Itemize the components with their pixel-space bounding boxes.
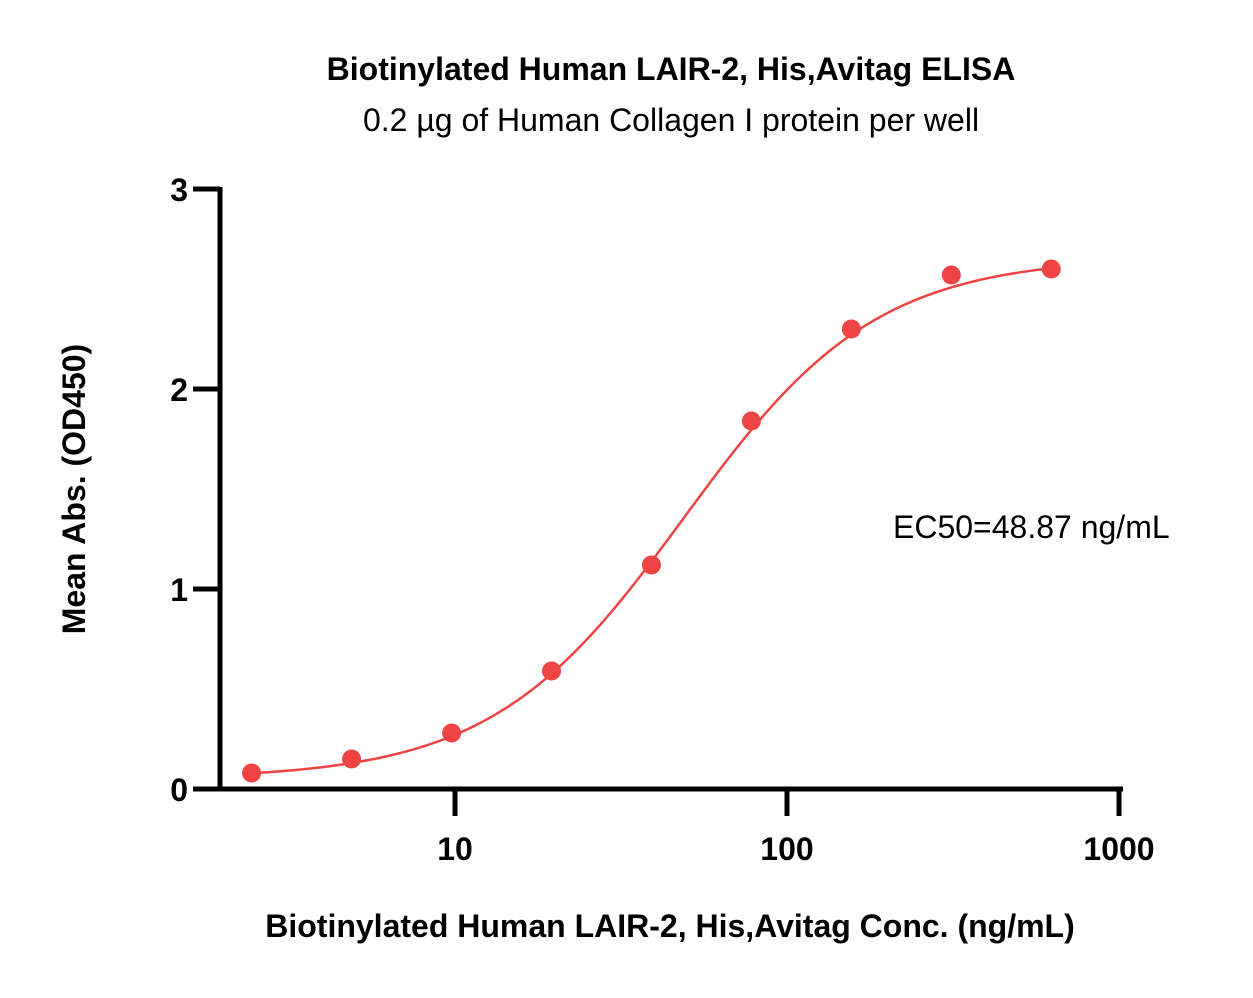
x-tick-label: 1000: [1083, 831, 1154, 867]
data-point: [442, 723, 462, 743]
data-point: [741, 411, 761, 431]
data-point: [242, 763, 262, 783]
y-axis-label: Mean Abs. (OD450): [56, 344, 92, 634]
data-point: [542, 661, 562, 681]
data-point: [641, 555, 661, 575]
x-axis-label: Biotinylated Human LAIR-2, His,Avitag Co…: [265, 908, 1075, 944]
data-point: [841, 319, 861, 339]
y-tick-label: 1: [170, 572, 188, 608]
data-point: [941, 265, 961, 285]
ec50-annotation: EC50=48.87 ng/mL: [893, 509, 1170, 545]
x-tick-label: 10: [437, 831, 473, 867]
data-point: [342, 749, 362, 769]
x-axis: 10 100 1000: [195, 786, 1155, 867]
y-tick-label: 2: [170, 372, 188, 408]
x-tick-label: 100: [760, 831, 813, 867]
y-tick-label: 3: [170, 172, 188, 208]
chart-title: Biotinylated Human LAIR-2, His,Avitag EL…: [327, 51, 1016, 87]
data-point: [1041, 259, 1061, 279]
y-axis: 0 1 2 3: [170, 172, 223, 808]
y-tick-label: 0: [170, 772, 188, 808]
data-points-group: [242, 259, 1061, 783]
plot-area: [242, 259, 1061, 783]
chart-subtitle: 0.2 µg of Human Collagen I protein per w…: [363, 102, 979, 138]
